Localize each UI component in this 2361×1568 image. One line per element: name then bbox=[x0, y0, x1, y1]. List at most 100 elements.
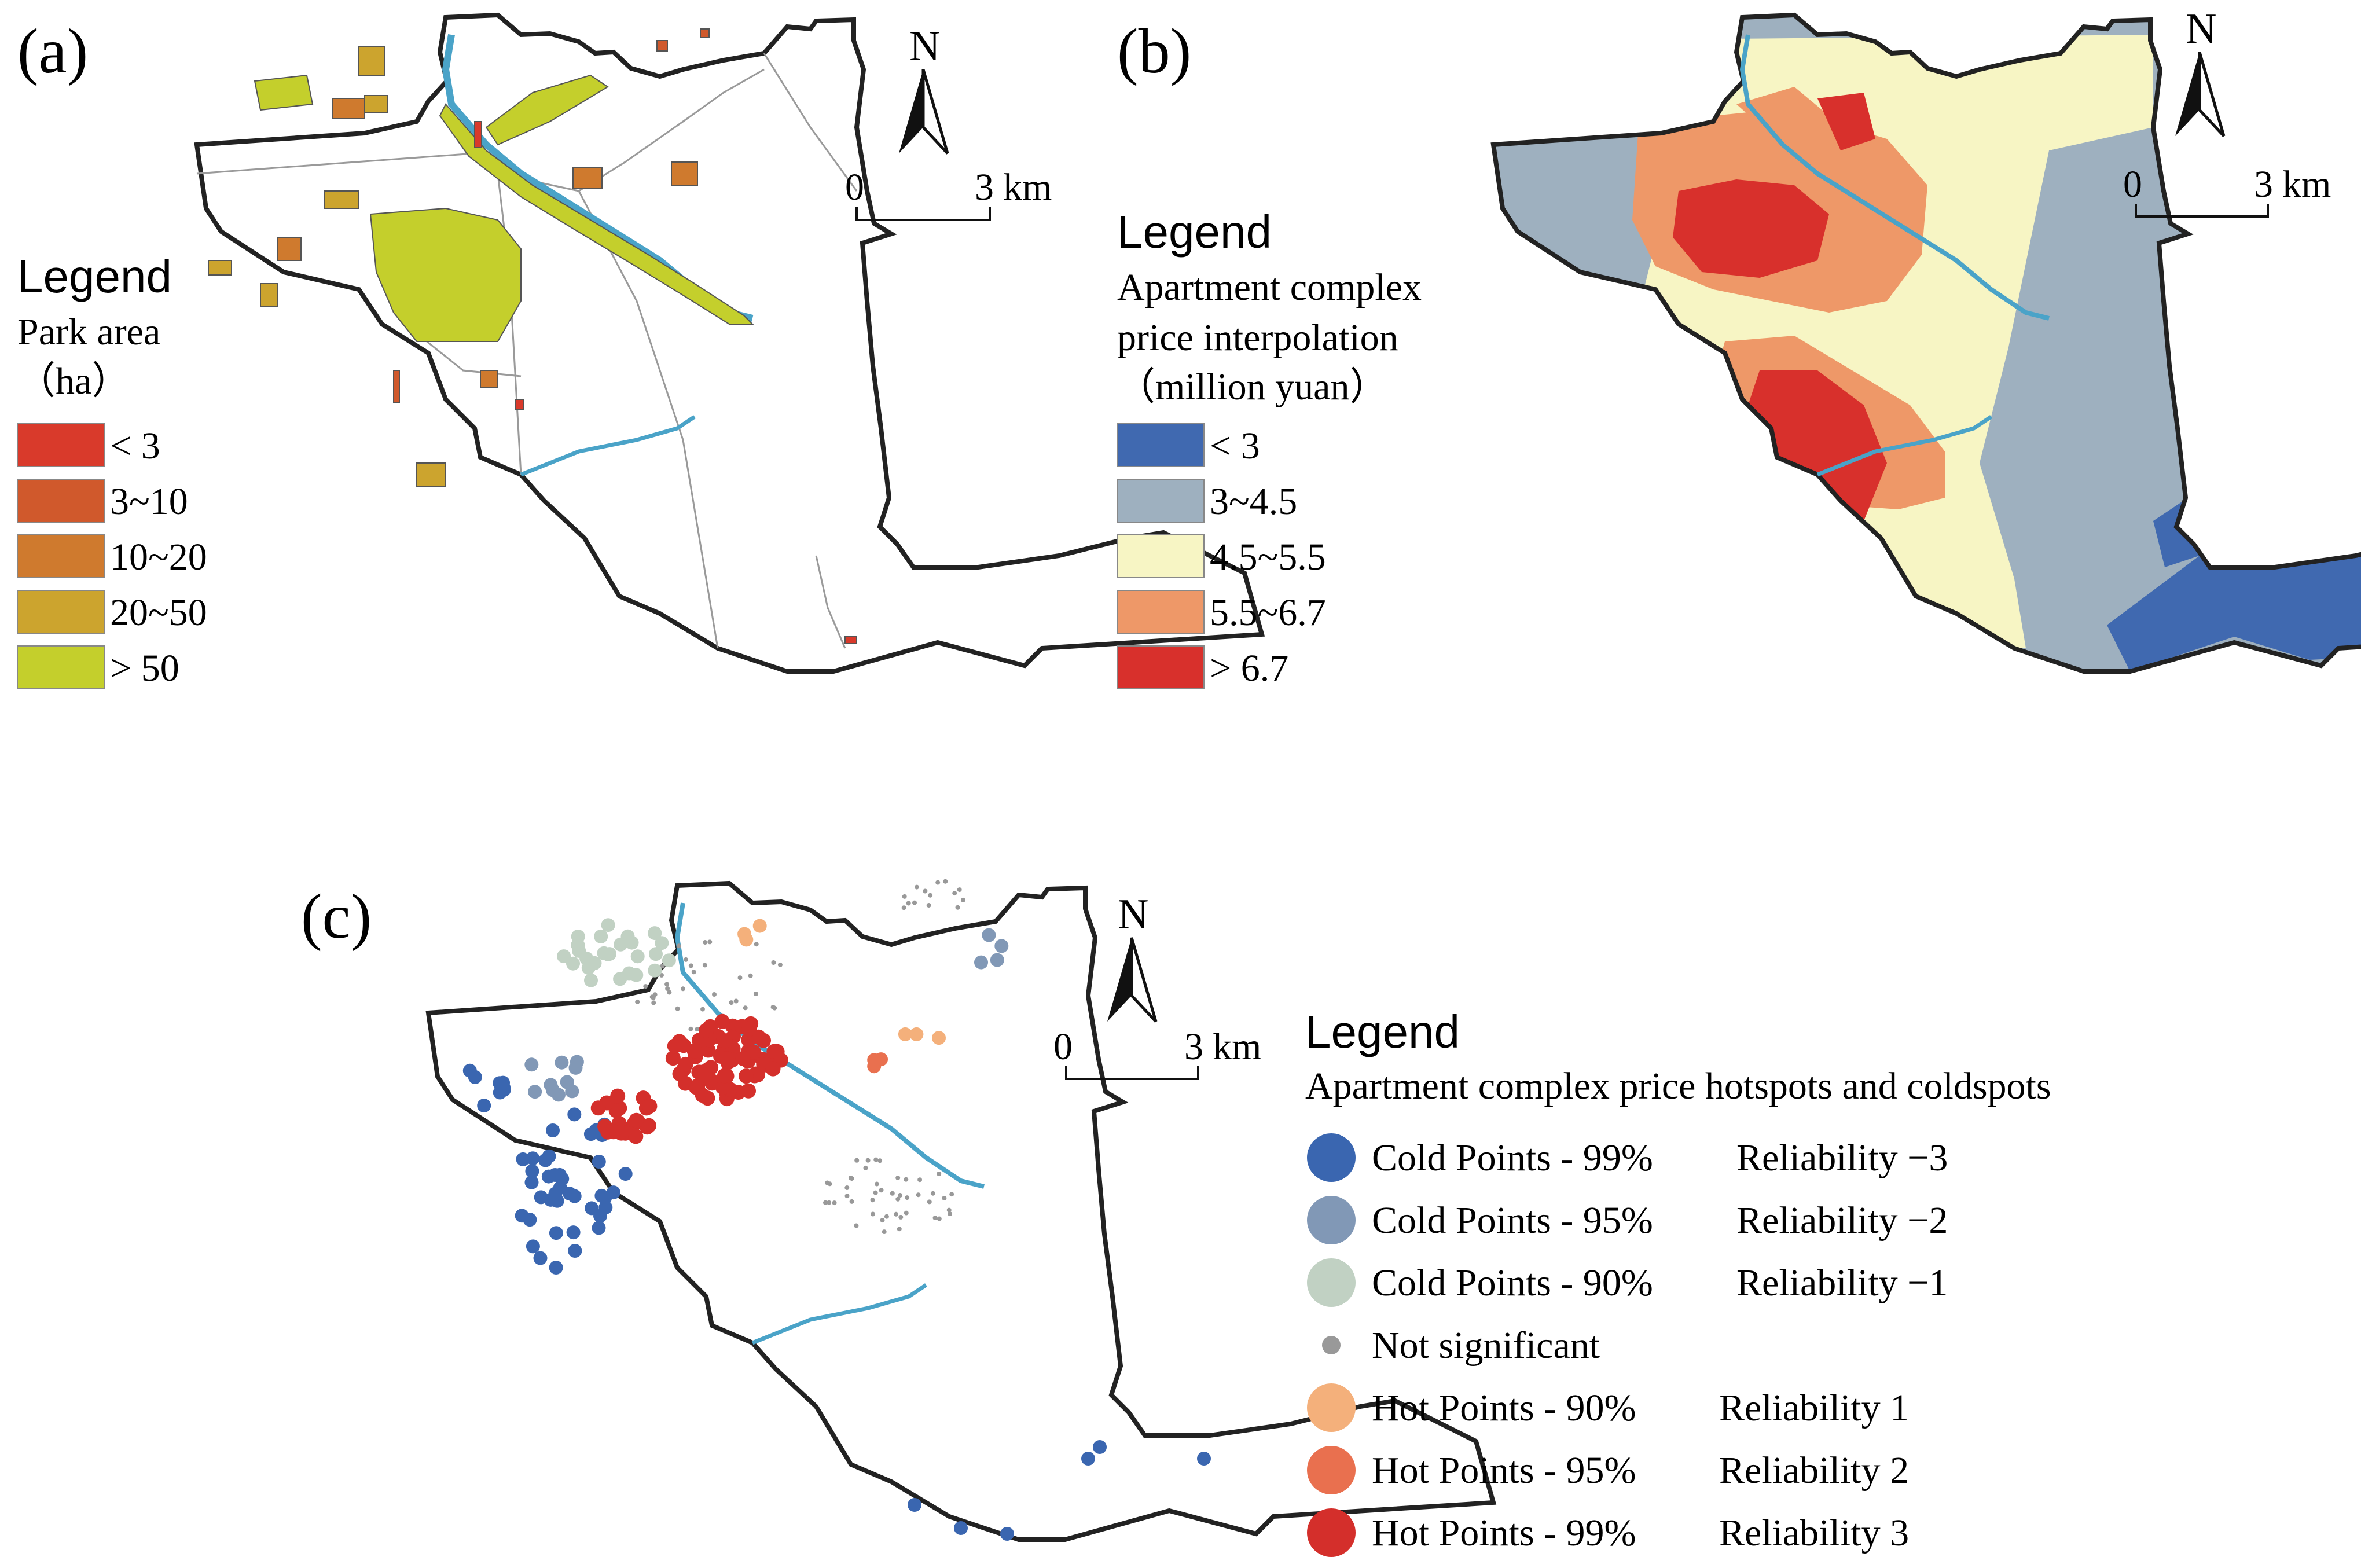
map-point bbox=[664, 982, 670, 987]
park-small bbox=[474, 121, 482, 148]
map-point bbox=[914, 884, 919, 890]
map-point bbox=[849, 1199, 854, 1204]
park-small bbox=[358, 46, 385, 76]
legend-swatch bbox=[1117, 645, 1205, 689]
panel-c-map bbox=[428, 879, 1493, 1541]
legend-label: < 3 bbox=[1210, 425, 1260, 467]
legend-swatch bbox=[1117, 590, 1205, 634]
map-point bbox=[865, 1158, 871, 1163]
scale-unit: km bbox=[1003, 166, 1052, 208]
map-point bbox=[765, 1061, 781, 1077]
map-point bbox=[772, 1005, 777, 1011]
panel-a-label: (a) bbox=[17, 16, 88, 86]
map-point bbox=[614, 937, 628, 952]
legend-label: Hot Points - 90% bbox=[1372, 1387, 1636, 1429]
legend-swatch bbox=[1117, 534, 1205, 578]
price-zone-lt-3 bbox=[2107, 544, 2361, 671]
map-point bbox=[937, 1172, 942, 1176]
map-point bbox=[601, 918, 615, 932]
north-label: N bbox=[1118, 891, 1148, 938]
map-point bbox=[926, 903, 931, 908]
map-point bbox=[737, 975, 743, 981]
map-point bbox=[497, 1083, 511, 1097]
map-point bbox=[544, 1078, 558, 1092]
park-west bbox=[254, 74, 314, 111]
legend-marker bbox=[1307, 1133, 1356, 1182]
panel-b-label: (b) bbox=[1117, 16, 1191, 86]
map-point bbox=[567, 1189, 582, 1203]
legend-reliability: Reliability 2 bbox=[1719, 1449, 1909, 1492]
map-point bbox=[955, 905, 960, 910]
legend-label: Hot Points - 99% bbox=[1372, 1512, 1636, 1554]
map-point bbox=[524, 1175, 539, 1189]
legend-title: Legend bbox=[17, 251, 172, 302]
map-point bbox=[874, 1181, 879, 1187]
map-point bbox=[675, 1006, 680, 1011]
north-arrow-b: N bbox=[2175, 5, 2226, 137]
legend-title: Legend bbox=[1117, 206, 1272, 258]
map-point bbox=[906, 901, 911, 906]
north-arrow-left bbox=[899, 69, 923, 153]
map-point bbox=[879, 1188, 884, 1193]
legend-b: Legend Apartment complex price interpola… bbox=[1117, 206, 1422, 689]
map-point bbox=[691, 970, 696, 975]
map-point bbox=[928, 893, 933, 898]
map-point bbox=[590, 1100, 606, 1116]
legend-label: 3~4.5 bbox=[1210, 480, 1297, 523]
map-point bbox=[566, 1225, 581, 1240]
legend-reliability: Reliability −1 bbox=[1736, 1262, 1948, 1304]
park-small bbox=[332, 98, 365, 119]
legend-label: > 6.7 bbox=[1210, 647, 1288, 689]
map-point bbox=[523, 1213, 537, 1227]
map-point bbox=[625, 935, 639, 950]
price-zone-5.5-6.7 bbox=[1551, 29, 1609, 69]
north-label: N bbox=[909, 23, 940, 70]
map-point bbox=[909, 1027, 924, 1041]
map-point bbox=[594, 1188, 609, 1203]
north-label: N bbox=[2186, 5, 2216, 53]
map-point bbox=[684, 957, 688, 962]
map-point bbox=[854, 1223, 859, 1228]
map-point bbox=[937, 1216, 942, 1221]
map-point bbox=[908, 1498, 921, 1512]
map-point bbox=[739, 932, 754, 947]
map-point bbox=[863, 1165, 868, 1170]
price-zone-gt-6.7 bbox=[1673, 179, 1829, 278]
map-point bbox=[990, 953, 1004, 967]
map-point bbox=[695, 1027, 700, 1032]
map-point bbox=[844, 1185, 850, 1190]
park-small bbox=[324, 190, 359, 209]
map-point bbox=[649, 947, 663, 961]
legend-items: < 3 3~10 10~20 20~50 > 50 bbox=[17, 423, 207, 689]
park-small bbox=[572, 167, 603, 189]
map-point bbox=[557, 949, 571, 964]
map-point bbox=[548, 1187, 563, 1201]
price-zone-5.5-6.7 bbox=[1736, 87, 1841, 162]
price-zone-gt-6.7 bbox=[1817, 93, 1875, 150]
panel-a-map bbox=[197, 15, 1262, 671]
map-point bbox=[754, 942, 759, 947]
map-point bbox=[877, 1158, 883, 1163]
map-point bbox=[613, 972, 627, 986]
legend-label: Hot Points - 95% bbox=[1372, 1449, 1636, 1492]
map-point bbox=[750, 1067, 765, 1083]
map-point bbox=[895, 1176, 901, 1180]
legend-subtitle: （ha） bbox=[17, 360, 130, 402]
legend-subtitle: price interpolation bbox=[1117, 317, 1398, 359]
map-point bbox=[717, 1068, 732, 1084]
legend-swatch bbox=[17, 423, 105, 467]
scale-unit: km bbox=[1213, 1026, 1261, 1068]
map-point bbox=[901, 905, 906, 910]
map-point bbox=[592, 1221, 606, 1235]
map-point bbox=[739, 1068, 754, 1084]
map-point bbox=[635, 999, 640, 1004]
map-point bbox=[665, 986, 670, 991]
map-point bbox=[542, 1149, 556, 1163]
map-point bbox=[643, 984, 648, 989]
legend-label: 10~20 bbox=[110, 536, 207, 578]
map-point bbox=[630, 949, 645, 964]
river-branch bbox=[520, 415, 696, 477]
map-point bbox=[895, 1196, 901, 1202]
legend-label: > 50 bbox=[110, 647, 179, 689]
river-branch bbox=[1816, 415, 1992, 477]
